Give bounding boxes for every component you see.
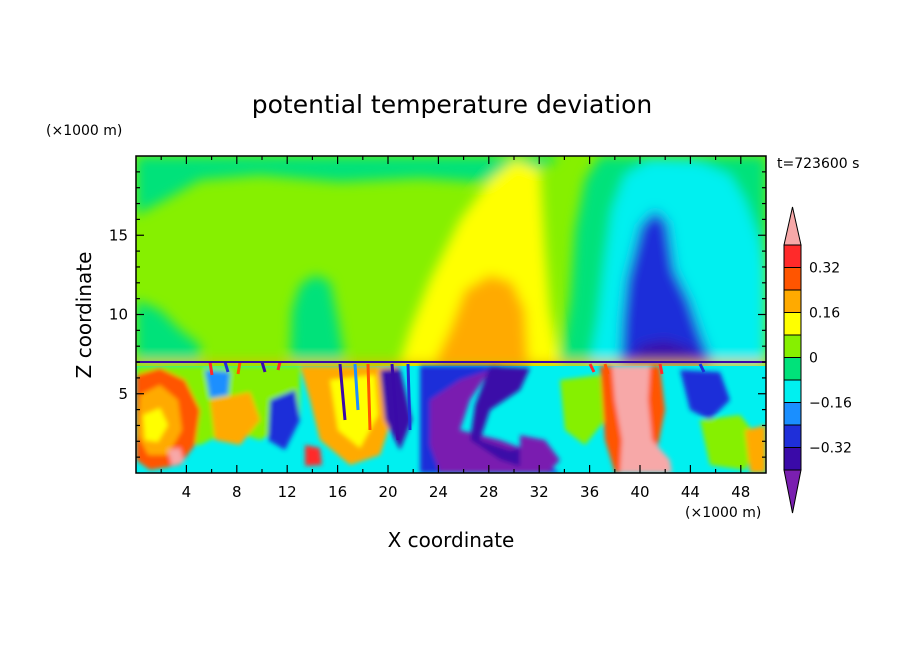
streak	[236, 361, 242, 375]
lower-blue-mid	[268, 390, 300, 450]
contour-field	[136, 156, 766, 473]
contour-green-band-top	[136, 156, 560, 215]
colorbar-box	[783, 424, 802, 448]
lower-green-right	[560, 375, 605, 445]
streak	[406, 363, 412, 431]
x-tick-label: 20	[378, 483, 397, 501]
colorbar-box	[783, 447, 802, 471]
lower-cyan-far-right	[735, 380, 766, 410]
colorbar-tick-label: 0.32	[809, 261, 840, 277]
colorbar-box	[783, 289, 802, 313]
colorbar-max-cap	[783, 206, 802, 246]
y-tick-label: 10	[109, 306, 128, 324]
streak	[353, 363, 360, 411]
x-tick-label: 16	[328, 483, 347, 501]
y-tick-label: 5	[118, 385, 128, 403]
streak	[390, 363, 400, 441]
lower-navy-swirl	[470, 366, 552, 473]
lower-blue-left	[205, 370, 230, 398]
lower-blue-right	[680, 370, 730, 420]
chart-title: potential temperature deviation	[252, 90, 652, 119]
x-tick-label: 24	[429, 483, 448, 501]
colorbar-box	[783, 357, 802, 381]
contour-green-left	[136, 300, 200, 362]
colorbar-box	[783, 334, 802, 358]
y-ticks: 5 10 15	[109, 171, 766, 458]
streak	[223, 361, 230, 373]
streak	[588, 363, 596, 373]
x-tick-label: 36	[580, 483, 599, 501]
colorbar-box	[783, 312, 802, 336]
lower-red-spot	[305, 445, 322, 466]
streak	[338, 363, 347, 421]
x-tick-label: 28	[479, 483, 498, 501]
contour-navy-cap	[630, 340, 705, 362]
x-tick-label: 44	[681, 483, 700, 501]
x-unit-label: (×1000 m)	[685, 505, 761, 521]
colorbar-min-cap	[783, 469, 802, 514]
colorbar-box	[783, 267, 802, 291]
x-tick-label: 8	[232, 483, 242, 501]
interface-streaks	[208, 361, 706, 441]
x-tick-label: 40	[630, 483, 649, 501]
upper-layer	[136, 156, 766, 368]
lower-violet-right	[520, 435, 560, 473]
y-axis-label: Z coordinate	[72, 252, 96, 379]
lower-pink-spot-left	[168, 448, 184, 466]
x-tick-label: 4	[182, 483, 192, 501]
y-tick-label: 15	[109, 226, 128, 244]
lower-violet-swirl	[430, 370, 545, 473]
streak	[366, 363, 372, 431]
lower-yellow-left	[143, 408, 168, 442]
colorbar-box	[783, 379, 802, 403]
lower-green-far-right	[700, 415, 760, 470]
time-label: t=723600 s	[777, 156, 859, 172]
streak	[658, 363, 664, 375]
streak	[260, 361, 267, 373]
colorbar-tick-label: −0.16	[809, 396, 852, 412]
streak	[698, 363, 706, 373]
lower-pink-plume	[612, 366, 672, 473]
lower-orange-mid-left	[210, 392, 260, 445]
contour-blue-column	[620, 210, 712, 362]
colorbar: 0.32 0.16 0 −0.16 −0.32	[783, 206, 852, 514]
x-tick-label: 48	[731, 483, 750, 501]
lower-orange-far-right	[745, 425, 766, 473]
colorbar-tick-label: −0.32	[809, 441, 852, 457]
colorbar-tick-label: 0.16	[809, 306, 840, 322]
streak	[603, 363, 610, 375]
contour-orange-plume	[435, 275, 528, 362]
x-tick-label: 12	[278, 483, 297, 501]
streak	[276, 361, 282, 371]
colorbar-box	[783, 402, 802, 426]
colorbar-tick-label: 0	[809, 351, 818, 367]
colorbar-box	[783, 244, 802, 268]
contour-green-column	[290, 275, 345, 362]
y-unit-label: (×1000 m)	[46, 123, 122, 139]
x-ticks: 4 8 12 16 20 24 28 32 36 40 44 48	[160, 156, 750, 501]
x-tick-label: 32	[530, 483, 549, 501]
x-axis-label: X coordinate	[388, 528, 515, 552]
lower-layer	[136, 366, 766, 473]
streak	[208, 361, 214, 376]
